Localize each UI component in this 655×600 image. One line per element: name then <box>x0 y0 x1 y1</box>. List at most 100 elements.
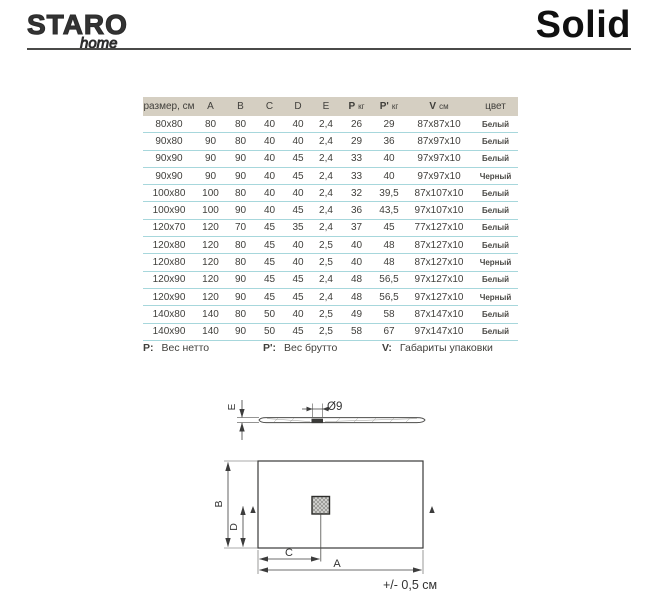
table-row: 140x80 140 80 50 40 2,5 49 58 87x147x10 Белый <box>143 306 518 324</box>
table-cell: 2,4 <box>319 170 333 182</box>
table-cell: 100 <box>202 187 219 199</box>
table-cell: 32 <box>350 187 363 199</box>
table-cell: 140 <box>202 308 219 320</box>
table-cell: 40 <box>263 118 276 130</box>
table-cell: 2,5 <box>319 326 333 338</box>
col-header-p-gross: P' кг <box>379 101 399 112</box>
table-cell: 2,4 <box>319 118 333 130</box>
table-body: 80x80 80 80 40 40 2,4 26 29 87x87x10 Белый 90x80 90… <box>143 116 518 341</box>
dim-label-d: D <box>228 523 240 531</box>
col-header-size: размер, см <box>143 101 195 112</box>
table-cell: 40 <box>292 308 304 320</box>
table-cell: 87x107x10 <box>414 187 464 199</box>
tolerance-note: +/- 0,5 см <box>383 578 437 592</box>
table-cell: Белый <box>481 275 510 285</box>
table-cell: 97x97x10 <box>417 153 461 165</box>
page-title: Solid <box>535 4 631 46</box>
table-cell: 36 <box>350 205 363 217</box>
table-cell: 2,5 <box>319 239 333 251</box>
table-cell: 45 <box>292 291 304 303</box>
staro-home-logo: STARO home <box>26 8 127 51</box>
table-cell: 48 <box>383 257 395 269</box>
table-cell: Белый <box>481 223 510 233</box>
legend-item-package-dims: V: Габариты упаковки <box>382 342 493 354</box>
col-header-a: A <box>207 101 214 112</box>
table-row: 120x80 120 80 45 40 2,5 40 48 87x127x10 Белый <box>143 237 518 255</box>
table-row: 90x90 90 90 40 45 2,4 33 40 97x97x10 Белый <box>143 151 518 168</box>
table-cell: Белый <box>481 136 510 146</box>
table-cell: 56,5 <box>379 291 399 303</box>
table-cell: 120 <box>202 239 219 251</box>
table-cell: 45 <box>263 239 276 251</box>
table-cell: Черный <box>479 292 512 302</box>
table-cell: 100 <box>202 205 219 217</box>
dim-label-a: A <box>333 558 341 570</box>
table-cell: 120x90 <box>152 291 186 303</box>
table-cell: 2,4 <box>319 222 333 234</box>
table-cell: 48 <box>350 274 363 286</box>
table-cell: 45 <box>263 222 276 234</box>
table-cell: 90 <box>204 135 217 147</box>
table-cell: 40 <box>263 205 276 217</box>
table-cell: 45 <box>292 274 304 286</box>
table-cell: 120x90 <box>152 274 186 286</box>
table-cell: 40 <box>263 153 276 165</box>
table-cell: Белый <box>481 240 510 250</box>
table-cell: 100x90 <box>152 205 186 217</box>
table-cell: 40 <box>350 257 363 269</box>
table-cell: 45 <box>292 205 304 217</box>
table-cell: 45 <box>383 222 395 234</box>
table-cell: 80 <box>234 135 247 147</box>
col-header-c: C <box>265 101 274 112</box>
table-cell: 2,4 <box>319 135 333 147</box>
table-cell: 40 <box>383 153 395 165</box>
table-cell: 140 <box>202 326 219 338</box>
table-cell: 45 <box>292 170 304 182</box>
table-cell: 90 <box>234 291 247 303</box>
table-cell: 90 <box>234 326 247 338</box>
col-header-d: D <box>294 101 302 112</box>
table-cell: 87x127x10 <box>414 239 464 251</box>
table-cell: 2,4 <box>319 187 333 199</box>
table-cell: 97x147x10 <box>414 326 464 338</box>
table-cell: 2,4 <box>319 205 333 217</box>
table-cell: 120x80 <box>152 257 186 269</box>
table-cell: 56,5 <box>379 274 399 286</box>
table-cell: 45 <box>263 274 276 286</box>
table-cell: 40 <box>383 170 395 182</box>
table-cell: 40 <box>350 239 363 251</box>
table-cell: 120 <box>202 291 219 303</box>
table-cell: 87x147x10 <box>414 308 464 320</box>
table-cell: 29 <box>383 118 395 130</box>
table-cell: 120x70 <box>152 222 186 234</box>
table-cell: 35 <box>292 222 304 234</box>
col-header-b: B <box>237 101 244 112</box>
table-cell: 58 <box>350 326 363 338</box>
table-row: 80x80 80 80 40 40 2,4 26 29 87x87x10 Белый <box>143 116 518 134</box>
table-cell: 77x127x10 <box>414 222 464 234</box>
table-cell: 97x127x10 <box>414 274 464 286</box>
table-cell: 45 <box>263 291 276 303</box>
col-header-color: цвет <box>485 101 506 112</box>
legend-item-net-weight: P: Вес нетто <box>143 342 210 354</box>
table-row: 120x80 120 80 45 40 2,5 40 48 87x127x10 Черный <box>143 254 518 272</box>
table-cell: 43,5 <box>379 205 399 217</box>
table-cell: Белый <box>481 119 510 129</box>
table-cell: 40 <box>263 170 276 182</box>
table-cell: 100x80 <box>152 187 186 199</box>
table-cell: 2,5 <box>319 257 333 269</box>
table-cell: 45 <box>263 257 276 269</box>
table-cell: 33 <box>350 153 363 165</box>
table-legend: P: Вес нетто P': Вес брутто V: Габариты упа… <box>143 342 563 358</box>
table-cell: 40 <box>292 239 304 251</box>
top-view-drawing: B D C A +/- 0,5 см <box>213 460 437 592</box>
table-row: 120x70 120 70 45 35 2,4 37 45 77x127x10 Белый <box>143 220 518 238</box>
table-cell: 29 <box>350 135 363 147</box>
table-row: 100x80 100 80 40 40 2,4 32 39,5 87x107x10 Белый <box>143 185 518 203</box>
table-cell: 120 <box>202 222 219 234</box>
table-cell: Черный <box>479 258 512 268</box>
table-cell: 48 <box>350 291 363 303</box>
table-cell: 2,4 <box>319 153 333 165</box>
